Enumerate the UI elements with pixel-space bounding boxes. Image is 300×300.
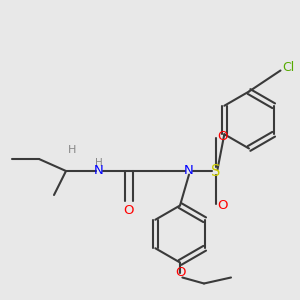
Text: O: O — [124, 203, 134, 217]
Text: S: S — [211, 164, 221, 178]
Text: H: H — [68, 145, 76, 155]
Text: O: O — [175, 266, 185, 279]
Text: N: N — [94, 164, 104, 178]
Text: N: N — [184, 164, 194, 178]
Text: H: H — [95, 158, 103, 169]
Text: Cl: Cl — [282, 61, 294, 74]
Text: O: O — [217, 199, 228, 212]
Text: O: O — [217, 130, 228, 143]
